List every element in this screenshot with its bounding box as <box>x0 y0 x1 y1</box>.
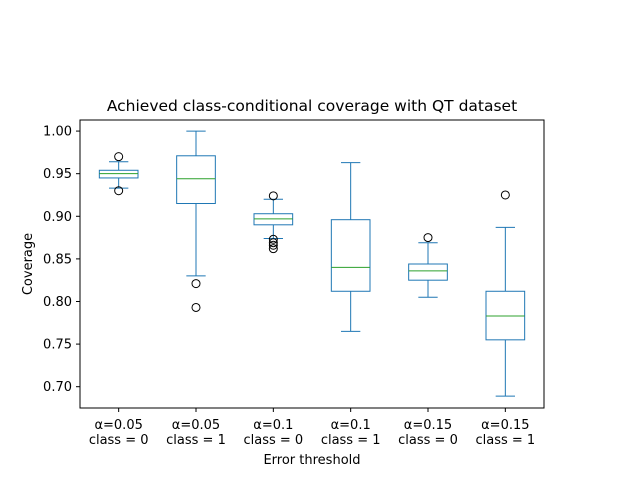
outlier-point <box>191 302 201 312</box>
box-iqr <box>176 155 216 205</box>
x-tick-label-line: class = 1 <box>475 433 535 448</box>
box-0 <box>98 152 139 196</box>
outlier-point <box>114 152 124 162</box>
x-tick-label-line: class = 0 <box>243 433 303 448</box>
chart-title: Achieved class-conditional coverage with… <box>107 97 517 115</box>
outlier-point <box>268 191 278 201</box>
outlier-point <box>423 233 433 243</box>
x-tick-label-line: α=0.15 <box>404 418 452 433</box>
x-tick-label-line: α=0.15 <box>481 418 529 433</box>
x-tick-label-line: class = 1 <box>321 433 381 448</box>
x-tick-label: α=0.15 class = 1 <box>475 418 535 448</box>
x-tick-label-line: class = 0 <box>398 433 458 448</box>
plot-area <box>98 130 526 397</box>
outlier-point <box>268 240 278 250</box>
x-axis: α=0.05 class = 0α=0.05 class = 1α=0.1 class… <box>89 408 535 448</box>
box-iqr <box>330 219 371 292</box>
y-tick-label: 0.75 <box>43 338 72 353</box>
box-5 <box>485 190 526 397</box>
outlier-point <box>268 234 278 244</box>
x-tick-label-line: α=0.05 <box>94 418 142 433</box>
box-3 <box>330 162 371 332</box>
x-tick-label-line: class = 1 <box>166 433 226 448</box>
outlier-point <box>268 244 278 254</box>
x-tick-label-line: class = 0 <box>89 433 149 448</box>
x-tick-label: α=0.1 class = 0 <box>243 418 303 448</box>
box-iqr <box>408 263 448 281</box>
x-axis-label: Error threshold <box>263 453 360 468</box>
x-tick-label-line: α=0.05 <box>172 418 220 433</box>
y-axis: 0.70 0.75 0.80 0.85 0.90 0.95 1.00 <box>43 125 80 395</box>
outlier-point <box>114 186 124 196</box>
y-tick-label: 0.90 <box>43 210 72 225</box>
y-tick-label: 1.00 <box>43 125 72 140</box>
x-tick-label: α=0.15 class = 0 <box>398 418 458 448</box>
y-tick-label: 0.80 <box>43 295 72 310</box>
box-2 <box>253 191 294 254</box>
box-4 <box>408 233 448 298</box>
x-tick-label: α=0.1 class = 1 <box>321 418 381 448</box>
outlier-point <box>268 238 278 248</box>
outlier-point <box>191 279 201 289</box>
axes-frame <box>79 119 545 409</box>
x-tick-label-line: α=0.1 <box>331 418 371 433</box>
y-tick-label: 0.95 <box>43 167 72 182</box>
outlier-point <box>500 190 510 200</box>
y-tick-label: 0.85 <box>43 252 72 267</box>
box-1 <box>176 130 216 312</box>
x-tick-label-line: α=0.1 <box>253 418 293 433</box>
x-tick-label: α=0.05 class = 1 <box>166 418 226 448</box>
y-tick-label: 0.70 <box>43 380 72 395</box>
x-tick-label: α=0.05 class = 0 <box>89 418 149 448</box>
y-axis-label: Coverage <box>21 233 36 295</box>
